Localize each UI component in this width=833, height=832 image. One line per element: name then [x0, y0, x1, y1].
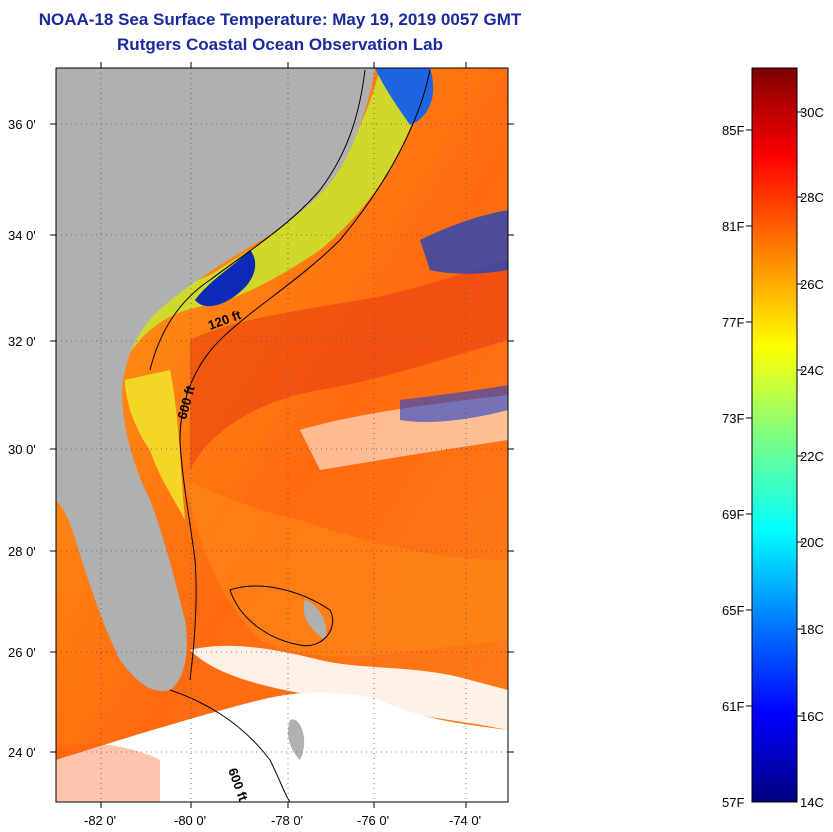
celsius-label: 22C [800, 449, 824, 464]
sst-map: 36 0' 34 0' 32 0' 30 0' 28 0' 26 0' 24 0… [8, 62, 514, 828]
fahrenheit-label: 81F [722, 219, 744, 234]
colorbar-gradient [751, 67, 798, 803]
lat-label: 34 0' [8, 228, 36, 243]
land-mass [56, 68, 375, 691]
lat-label: 36 0' [8, 117, 36, 132]
grid [56, 68, 508, 802]
celsius-label: 26C [800, 277, 824, 292]
temperature-colorbar: 85F 81F 77F 73F 69F 65F 61F 57F 30C 28C … [722, 67, 824, 810]
map-subtitle: Rutgers Coastal Ocean Observation Lab [117, 35, 443, 54]
contour-120ft [149, 69, 366, 371]
gulf-stream [190, 260, 508, 470]
lon-label: -74 0' [449, 813, 481, 828]
fahrenheit-label: 69F [722, 507, 744, 522]
contour-600ft [179, 69, 431, 681]
celsius-label: 18C [800, 622, 824, 637]
celsius-label: 20C [800, 535, 824, 550]
lat-label: 26 0' [8, 645, 36, 660]
lat-label: 32 0' [8, 334, 36, 349]
cold-water-patch [195, 250, 256, 307]
celsius-label: 30C [800, 105, 824, 120]
lon-label: -76 0' [357, 813, 389, 828]
celsius-label: 28C [800, 190, 824, 205]
fahrenheit-label: 73F [722, 411, 744, 426]
fahrenheit-label: 57F [722, 795, 744, 810]
lat-label: 28 0' [8, 544, 36, 559]
lon-label: -80 0' [174, 813, 206, 828]
cloud-area [56, 692, 508, 802]
celsius-label: 14C [800, 795, 824, 810]
plot-frame [55, 67, 509, 803]
celsius-label: 16C [800, 709, 824, 724]
lat-label: 24 0' [8, 745, 36, 760]
fahrenheit-label: 85F [722, 123, 744, 138]
map-title: NOAA-18 Sea Surface Temperature: May 19,… [38, 10, 522, 29]
lon-label: -78 0' [271, 813, 303, 828]
fahrenheit-label: 65F [722, 603, 744, 618]
lon-label: -82 0' [84, 813, 116, 828]
lat-label: 30 0' [8, 442, 36, 457]
fahrenheit-label: 61F [722, 699, 744, 714]
celsius-label: 24C [800, 363, 824, 378]
fahrenheit-label: 77F [722, 315, 744, 330]
